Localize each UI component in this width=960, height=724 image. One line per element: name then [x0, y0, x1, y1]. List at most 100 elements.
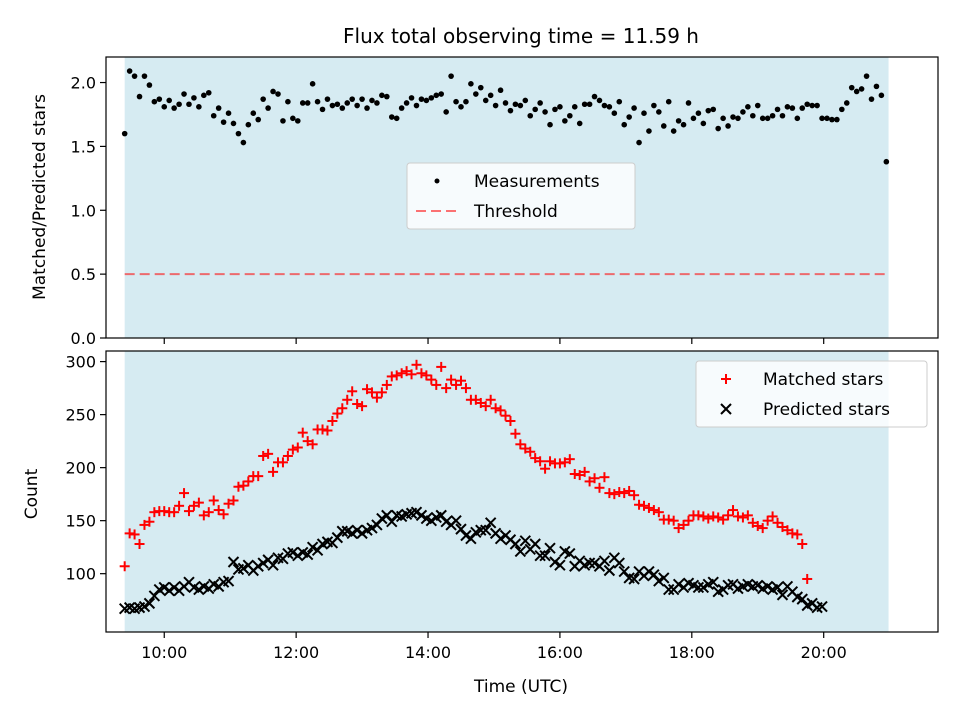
matched-point — [599, 472, 610, 483]
matched-point — [391, 370, 402, 381]
matched-point — [698, 511, 709, 522]
matched-point — [159, 506, 170, 517]
measurement-point — [774, 106, 781, 113]
predicted-point — [143, 597, 156, 610]
measurement-point — [314, 98, 321, 105]
predicted-point — [539, 549, 551, 562]
measurement-point — [408, 95, 415, 101]
measurement-point — [309, 81, 316, 87]
measurement-point — [685, 100, 692, 106]
measurement-point — [398, 105, 405, 111]
measurement-point — [809, 102, 815, 109]
measurement-point — [660, 123, 667, 129]
matched-point — [366, 387, 377, 398]
matched-point — [629, 490, 640, 501]
ratio-y-ticks: 0.0 0.5 1.0 1.5 2.0 — [71, 74, 106, 348]
predicted-point — [351, 524, 363, 536]
measurement-point — [482, 97, 489, 104]
predicted-point — [371, 519, 383, 531]
predicted-point — [475, 524, 487, 536]
y-tick-label: 150 — [65, 512, 96, 531]
measurement-point — [646, 128, 652, 134]
predicted-point — [697, 581, 710, 594]
matched-point — [535, 456, 546, 467]
matched-point — [802, 573, 813, 584]
count-legend-box — [695, 360, 928, 428]
measurement-point — [240, 139, 247, 146]
measurement-point — [205, 89, 212, 96]
measurement-point — [680, 121, 687, 128]
measurement-point — [443, 109, 449, 115]
predicted-point — [613, 557, 625, 569]
y-tick-label: 1.5 — [71, 137, 96, 156]
predicted-point — [796, 593, 808, 605]
measurement-point — [468, 81, 474, 87]
predicted-point — [346, 527, 358, 540]
measurement-point — [304, 100, 311, 106]
measurement-point — [522, 97, 529, 104]
measurement-point — [245, 121, 252, 128]
measurement-point — [319, 106, 326, 113]
matched-point — [460, 383, 471, 394]
predicted-point — [707, 576, 719, 588]
matched-point — [406, 369, 417, 380]
predicted-point — [752, 579, 764, 592]
matched-point — [263, 448, 274, 459]
measurement-point — [769, 112, 776, 119]
predicted-point — [672, 578, 685, 590]
measurement-point — [418, 96, 425, 102]
predicted-legend-marker — [720, 403, 732, 415]
matched-point — [436, 361, 447, 372]
measurement-point — [324, 96, 331, 102]
predicted-point — [435, 509, 447, 522]
measurement-point — [754, 102, 761, 109]
measurement-point — [745, 104, 751, 110]
predicted-point — [534, 549, 546, 562]
measurement-point — [858, 86, 865, 92]
measurement-point — [596, 97, 603, 104]
matched-point — [663, 514, 674, 525]
predicted-point — [465, 532, 477, 545]
measurement-point — [299, 100, 306, 106]
matched-point — [297, 427, 308, 438]
predicted-point — [529, 538, 541, 550]
measurement-point — [834, 116, 840, 123]
matched-point — [668, 515, 679, 526]
measurement-point — [448, 73, 454, 79]
predicted-point — [583, 557, 596, 569]
measurement-point — [290, 115, 296, 122]
matched-point — [174, 500, 185, 511]
measurement-point — [215, 105, 222, 111]
matched-point — [317, 424, 328, 435]
measurement-point — [848, 84, 855, 91]
measurement-point — [166, 97, 172, 104]
predicted-point — [158, 581, 170, 594]
x-tick-label: 14:00 — [405, 643, 451, 662]
predicted-point — [311, 544, 324, 557]
measurement-point — [329, 102, 336, 109]
measurement-point — [364, 105, 370, 111]
measurement-point — [863, 73, 870, 79]
predicted-point — [376, 512, 388, 525]
measurement-point — [136, 93, 143, 100]
matched-point — [124, 528, 135, 539]
ratio-y-label: Matched/Predicted stars — [30, 94, 50, 300]
predicted-point — [603, 564, 616, 577]
measurement-point — [339, 105, 346, 111]
count-legend: Matched stars Predicted stars — [695, 360, 928, 428]
matched-point — [446, 374, 457, 385]
matched-point — [540, 463, 551, 474]
matched-point — [119, 561, 130, 572]
matched-point — [495, 405, 506, 416]
matched-point — [490, 403, 501, 414]
matched-point — [342, 394, 353, 405]
x-axis-label: Time (UTC) — [473, 677, 568, 697]
predicted-point — [598, 555, 611, 567]
matched-legend-marker — [721, 374, 731, 384]
predicted-point — [193, 583, 205, 596]
matched-point — [381, 379, 392, 390]
measurement-point — [715, 125, 721, 132]
predicted-point — [776, 589, 789, 601]
measurement-point — [225, 110, 232, 116]
